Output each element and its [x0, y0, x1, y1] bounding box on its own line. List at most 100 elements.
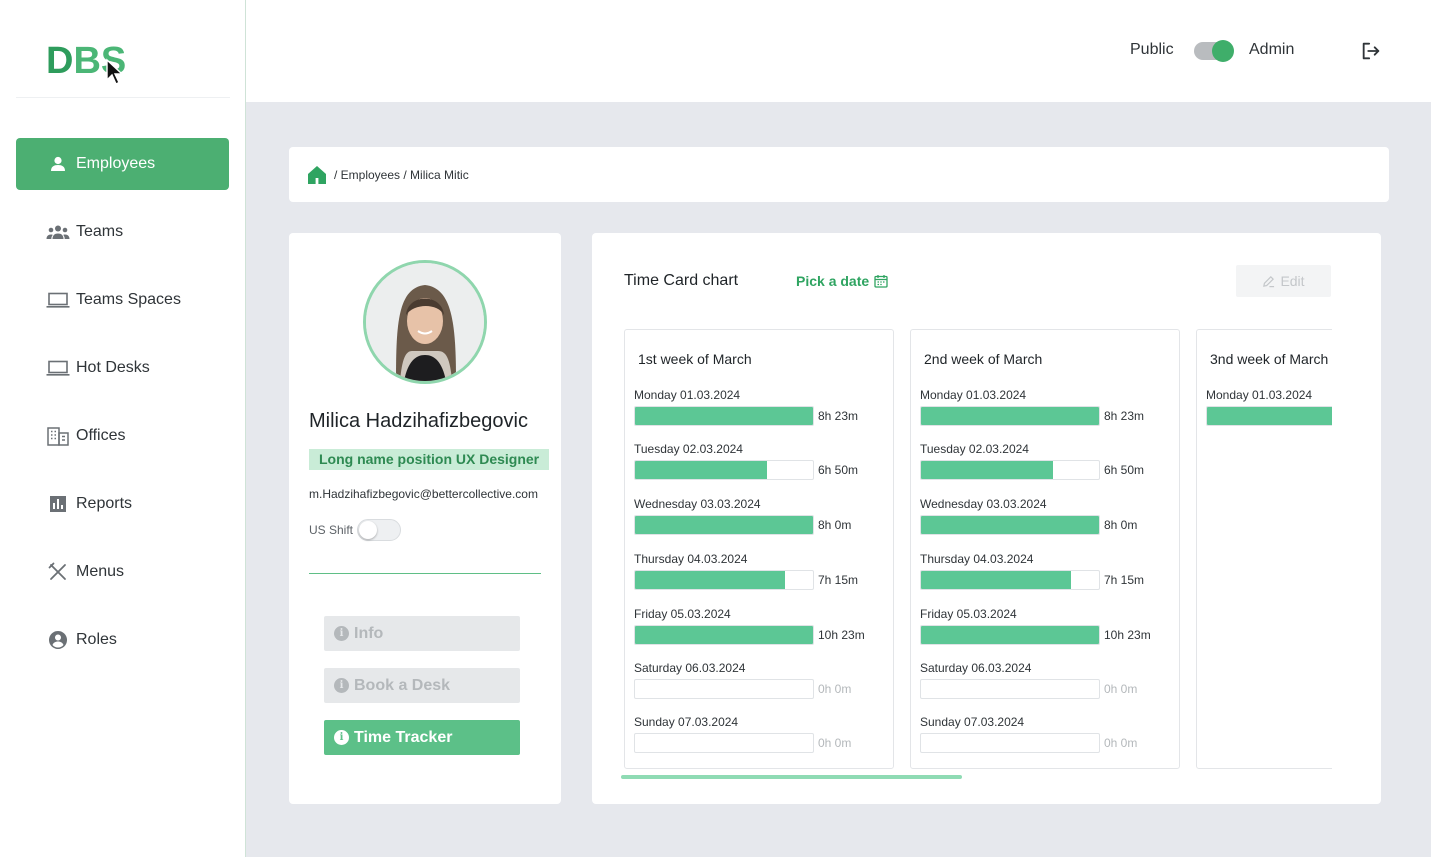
hours-bar: [634, 625, 814, 645]
day-bar-row: 6h 50m: [634, 460, 894, 480]
hours-bar-fill: [635, 407, 813, 425]
week-card: 3nd week of March Monday 01.03.2024 8h 23m: [1196, 329, 1332, 769]
hours-bar: [634, 515, 814, 535]
day-bar-row: 7h 15m: [920, 570, 1180, 590]
hours-bar-fill: [921, 516, 1099, 534]
day-row: Sunday 07.03.2024 0h 0m: [634, 715, 894, 753]
sidebar: DBS Employees Teams Teams Spaces Hot Desks O…: [0, 0, 246, 857]
person-icon: [46, 154, 70, 174]
day-label: Monday 01.03.2024: [634, 388, 741, 402]
sidebar-item-teams-spaces[interactable]: Teams Spaces: [16, 274, 229, 326]
info-icon: i: [334, 678, 349, 693]
time-card-panel: Time Card chart Pick a date Edit 1st wee…: [592, 233, 1381, 804]
day-label: Friday 05.03.2024: [634, 607, 731, 621]
day-bar-row: 0h 0m: [634, 679, 894, 699]
employee-email: m.Hadzihafizbegovic@bettercollective.com: [309, 487, 538, 501]
hours-value: 7h 15m: [1104, 573, 1145, 587]
hours-bar: [920, 733, 1100, 753]
utensils-icon: [46, 562, 70, 582]
sidebar-item-employees[interactable]: Employees: [16, 138, 229, 190]
book-a-desk-button[interactable]: i Book a Desk: [324, 668, 520, 703]
day-row: Friday 05.03.2024 10h 23m: [920, 607, 1180, 645]
hours-value: 7h 15m: [818, 573, 859, 587]
pick-date-button[interactable]: Pick a date: [796, 273, 888, 289]
sidebar-item-hot-desks[interactable]: Hot Desks: [16, 342, 229, 394]
laptop-icon: [46, 290, 70, 310]
hours-bar: [634, 460, 814, 480]
day-row: Monday 01.03.2024 8h 23m: [634, 388, 894, 426]
day-row: Saturday 06.03.2024 0h 0m: [920, 661, 1180, 699]
day-label: Monday 01.03.2024: [920, 388, 1027, 402]
info-icon: i: [334, 730, 349, 745]
sidebar-item-reports[interactable]: Reports: [16, 478, 229, 530]
edit-button[interactable]: Edit: [1236, 265, 1331, 297]
day-bar-row: 8h 0m: [634, 515, 894, 535]
day-label: Monday 01.03.2024: [1206, 388, 1313, 402]
day-bar-row: 10h 23m: [920, 625, 1180, 645]
sidebar-item-menus[interactable]: Menus: [16, 546, 229, 598]
hours-bar-fill: [921, 461, 1053, 479]
hours-value: 0h 0m: [1104, 736, 1138, 750]
day-bar-row: 7h 15m: [634, 570, 894, 590]
employee-name: Milica Hadzihafizbegovic: [309, 410, 528, 432]
sidebar-item-label: Hot Desks: [76, 359, 150, 376]
hours-bar-fill: [635, 461, 767, 479]
day-bar-row: 8h 23m: [634, 406, 894, 426]
hours-bar: [634, 679, 814, 699]
sidebar-item-teams[interactable]: Teams: [16, 206, 229, 258]
day-bar-row: 6h 50m: [920, 460, 1180, 480]
hours-value: 8h 23m: [1104, 409, 1145, 423]
sidebar-item-label: Roles: [76, 631, 117, 648]
group-icon: [46, 222, 70, 242]
week-title: 2nd week of March: [924, 351, 1043, 367]
day-label: Tuesday 02.03.2024: [634, 442, 743, 456]
hours-bar: [920, 570, 1100, 590]
week-card: 1st week of March Monday 01.03.2024 8h 23m…: [624, 329, 894, 769]
employee-profile-card: Milica Hadzihafizbegovic Long name posit…: [289, 233, 561, 804]
day-label: Thursday 04.03.2024: [634, 552, 748, 566]
time-tracker-button[interactable]: i Time Tracker: [324, 720, 520, 755]
day-label: Thursday 04.03.2024: [920, 552, 1034, 566]
hours-bar-fill: [635, 571, 785, 589]
button-label: Info: [354, 624, 384, 642]
day-label: Saturday 06.03.2024: [634, 661, 746, 675]
breadcrumb-path[interactable]: / Employees / Milica Mitic: [334, 167, 469, 182]
day-bar-row: 8h 23m: [920, 406, 1180, 426]
sidebar-item-label: Offices: [76, 427, 126, 444]
public-admin-toggle[interactable]: [1194, 40, 1234, 62]
horizontal-scrollbar[interactable]: [621, 775, 962, 779]
day-row: Sunday 07.03.2024 0h 0m: [920, 715, 1180, 753]
day-label: Sunday 07.03.2024: [634, 715, 739, 729]
dbs-logo[interactable]: DBS: [46, 40, 127, 82]
logout-icon[interactable]: [1360, 40, 1382, 62]
home-icon[interactable]: [307, 165, 327, 185]
day-label: Saturday 06.03.2024: [920, 661, 1032, 675]
week-card: 2nd week of March Monday 01.03.2024 8h 23m…: [910, 329, 1180, 769]
day-row: Wednesday 03.03.2024 8h 0m: [634, 497, 894, 535]
hours-bar-fill: [1207, 407, 1332, 425]
weeks-scroll-area[interactable]: 1st week of March Monday 01.03.2024 8h 23m…: [624, 329, 1332, 769]
day-row: Monday 01.03.2024 8h 23m: [1206, 388, 1332, 426]
day-row: Thursday 04.03.2024 7h 15m: [920, 552, 1180, 590]
us-shift-label: US Shift: [309, 523, 354, 537]
week-title: 1st week of March: [638, 351, 752, 367]
hours-bar: [920, 625, 1100, 645]
us-shift-toggle[interactable]: [357, 519, 401, 541]
day-bar-row: 0h 0m: [920, 733, 1180, 753]
day-row: Thursday 04.03.2024 7h 15m: [634, 552, 894, 590]
toggle-knob: [359, 521, 377, 539]
day-bar-row: 10h 23m: [634, 625, 894, 645]
week-title: 3nd week of March: [1210, 351, 1329, 367]
sidebar-item-offices[interactable]: Offices: [16, 410, 229, 462]
pencil-icon: [1263, 275, 1275, 287]
sidebar-item-roles[interactable]: Roles: [16, 614, 229, 666]
day-bar-row: 8h 0m: [920, 515, 1180, 535]
day-bar-row: 8h 23m: [1206, 406, 1332, 426]
day-label: Wednesday 03.03.2024: [920, 497, 1047, 511]
info-button[interactable]: i Info: [324, 616, 520, 651]
day-label: Tuesday 02.03.2024: [920, 442, 1029, 456]
calendar-icon: [874, 275, 888, 288]
hours-bar: [1206, 406, 1332, 426]
building-icon: [46, 426, 70, 446]
day-label: Sunday 07.03.2024: [920, 715, 1025, 729]
